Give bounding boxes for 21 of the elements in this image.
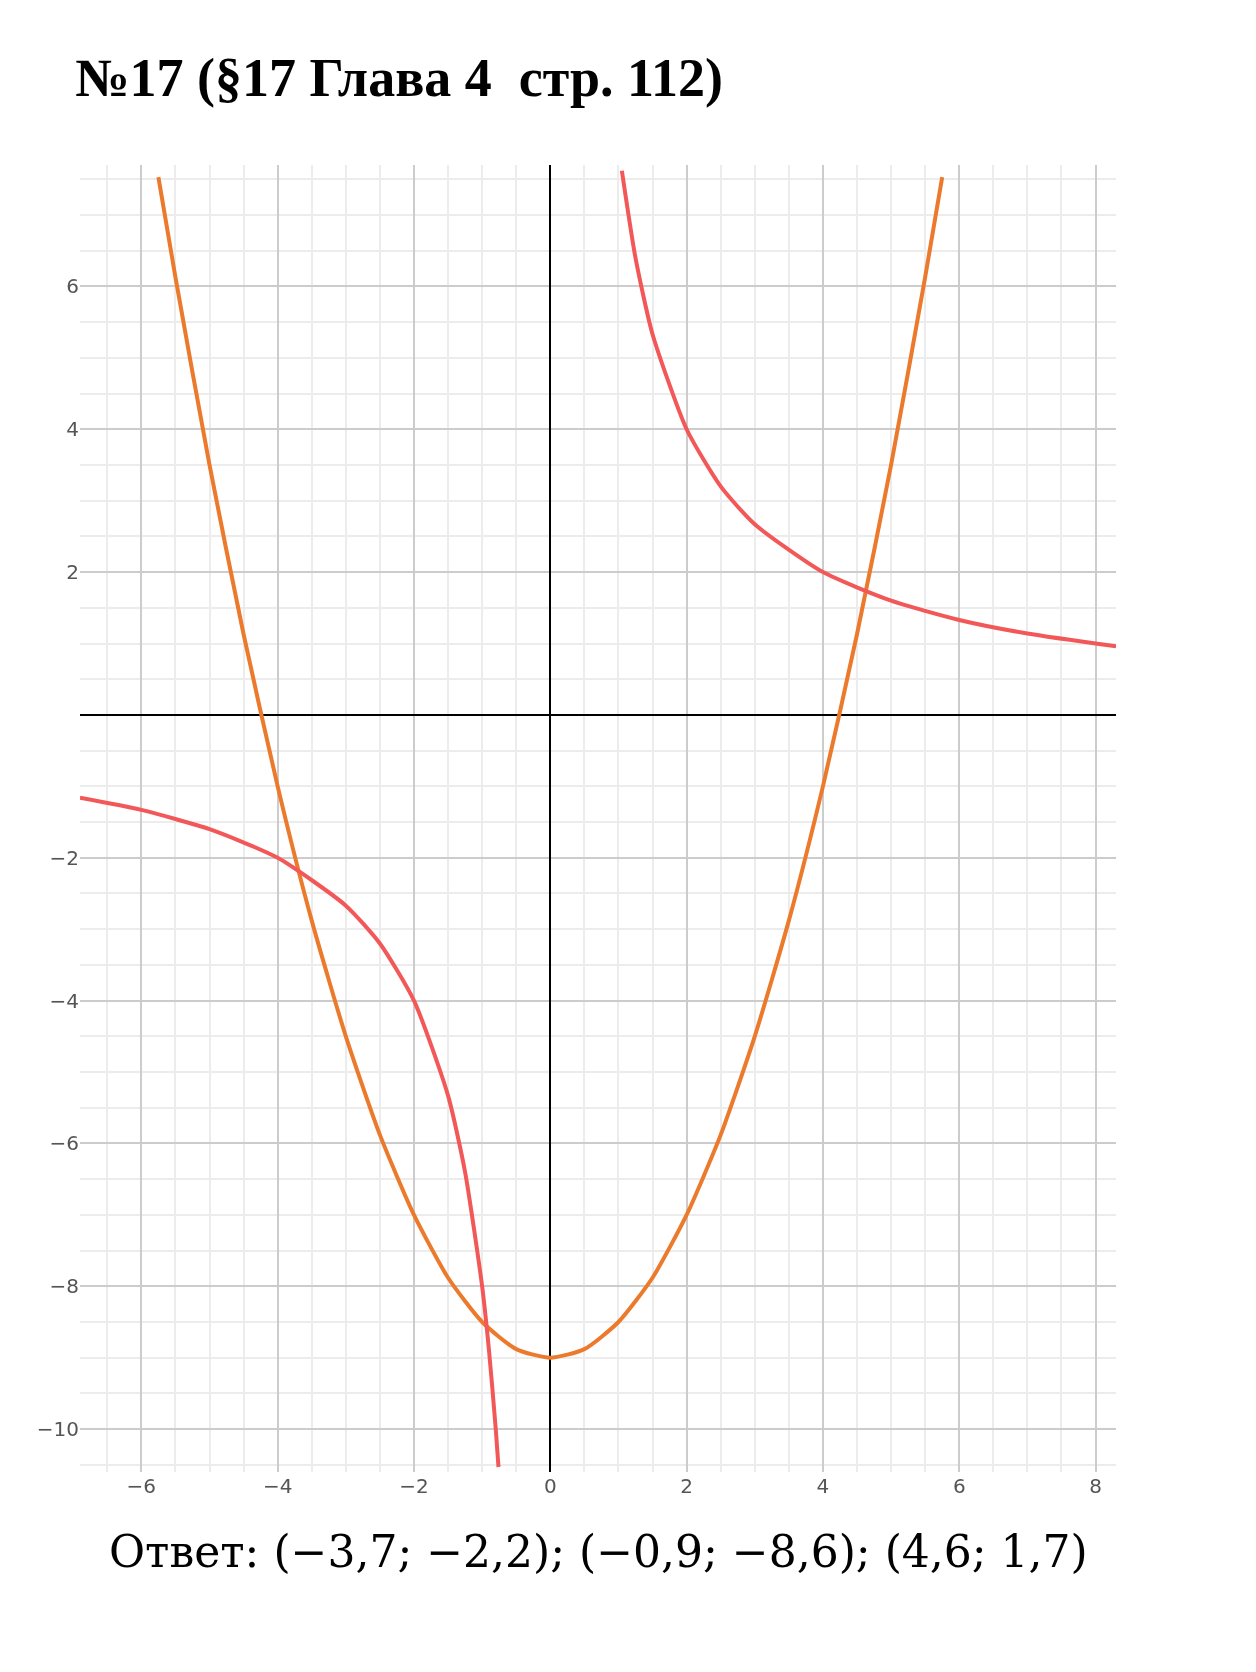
- x-tick-label: −6: [126, 1474, 157, 1498]
- y-tick-label: −4: [49, 988, 79, 1013]
- y-tick-label: −10: [36, 1417, 79, 1442]
- y-tick-label: −6: [49, 1131, 79, 1156]
- x-tick-label: 6: [952, 1474, 966, 1498]
- text: Ответ: (−3,7; −2,2); (−0,9; −8,6); (4,6; 1,7): [109, 1526, 1088, 1577]
- line-series: [156, 175, 945, 1360]
- x-tick-label: −2: [399, 1474, 429, 1498]
- x-tick-label: −4: [262, 1474, 293, 1498]
- x-tick-label: 8: [1089, 1474, 1102, 1498]
- x-tick-label: 2: [680, 1474, 693, 1498]
- y-tick-label: −8: [49, 1274, 79, 1299]
- y-tick-label: 6: [66, 274, 79, 299]
- line-series: [619, 168, 1116, 649]
- y-tick-label: 2: [66, 560, 79, 585]
- x-tick-label: 4: [816, 1474, 830, 1498]
- x-tick-label: 0: [543, 1474, 557, 1498]
- y-tick-label: −2: [49, 845, 79, 870]
- y-tick-label: 4: [66, 417, 79, 442]
- chart-title: №17 (§17 Глава 4 стр. 112): [75, 48, 724, 109]
- line-series: [80, 795, 501, 1469]
